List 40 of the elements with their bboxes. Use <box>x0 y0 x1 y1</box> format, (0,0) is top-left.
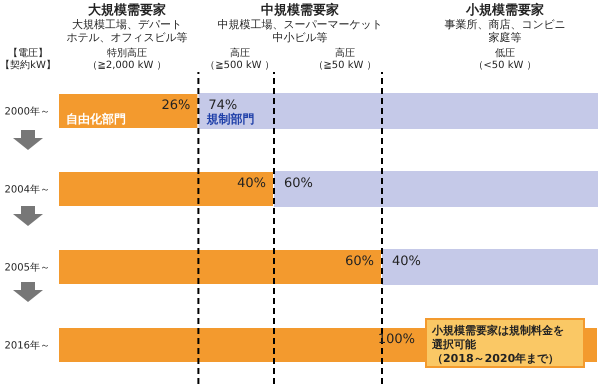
data-label: 100% <box>378 332 415 347</box>
text: （≧2,000 kW ） <box>87 60 167 71</box>
text: （<50 kW ） <box>473 60 537 71</box>
data-label: 26% <box>161 98 190 113</box>
series-label: 自由化部門 <box>66 112 126 126</box>
annotation: （2018～2020年まで） <box>432 352 560 365</box>
annotation: 選択可能 <box>431 338 477 351</box>
text: 家庭等 <box>488 31 522 44</box>
bar <box>58 248 383 286</box>
data-label: 60% <box>345 254 374 269</box>
text: 事業所、商店、コンビニ <box>444 18 566 31</box>
text: 大規模工場、デパート <box>72 18 182 31</box>
bar <box>58 170 275 208</box>
text: 特別高圧 <box>107 47 147 59</box>
data-label: 40% <box>392 254 421 269</box>
text: 【電圧】 <box>8 47 48 59</box>
text: 小規模需要家 <box>465 2 544 18</box>
text: 【契約kW】 <box>0 59 56 71</box>
data-label: 74% <box>208 98 238 113</box>
y-tick-label: 2005年～ <box>4 262 50 274</box>
text: 中小ビル等 <box>272 31 328 44</box>
text: 中規模工場、スーパーマーケット <box>218 18 382 31</box>
y-tick-label: 2000年～ <box>4 106 50 118</box>
bar <box>274 171 598 207</box>
text: 高圧 <box>335 47 355 59</box>
data-label: 40% <box>237 176 266 191</box>
text: （≧50 kW ） <box>313 60 377 71</box>
text: 中規模需要家 <box>261 2 339 18</box>
bar <box>382 249 598 285</box>
text: （≧500 kW ） <box>205 60 275 71</box>
text: 低圧 <box>495 48 515 59</box>
series-label: 規制部門 <box>205 112 254 126</box>
text: ホテル、オフィスビル等 <box>66 31 188 44</box>
y-tick-label: 2004年～ <box>4 184 50 196</box>
annotation: 小規模需要家は規制料金を <box>431 324 564 337</box>
bar <box>198 93 598 129</box>
data-label: 60% <box>284 176 313 191</box>
text: 大規模需要家 <box>88 2 166 18</box>
text: 高圧 <box>230 47 250 59</box>
y-tick-label: 2016年～ <box>4 340 50 352</box>
